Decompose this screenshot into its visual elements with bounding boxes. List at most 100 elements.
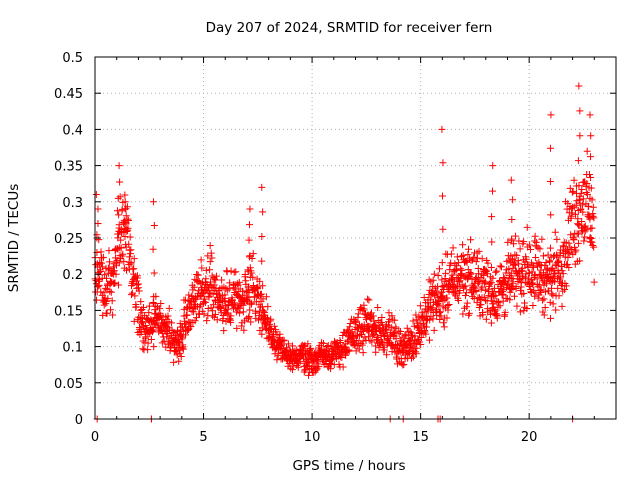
data-point [462, 257, 470, 265]
data-point [472, 287, 480, 295]
data-point [115, 259, 123, 267]
data-point [140, 303, 148, 311]
data-point [142, 333, 150, 341]
data-point [212, 276, 220, 284]
data-point [258, 330, 266, 338]
data-point [150, 343, 158, 351]
data-point [128, 291, 136, 299]
data-point [515, 237, 523, 245]
data-point [122, 219, 130, 227]
data-point [513, 302, 521, 310]
data-point [484, 259, 492, 267]
data-point [438, 125, 446, 133]
data-point [411, 340, 419, 348]
data-point [546, 314, 554, 322]
data-point [193, 271, 201, 279]
data-point [304, 359, 312, 367]
data-point [518, 267, 526, 275]
data-point [97, 288, 105, 296]
data-point [565, 239, 573, 247]
data-point [342, 351, 350, 359]
data-point [437, 312, 445, 320]
data-point [531, 232, 539, 240]
data-point [420, 294, 428, 302]
data-point [565, 263, 573, 271]
data-point [236, 304, 244, 312]
data-point [546, 178, 554, 186]
data-point [539, 308, 547, 316]
y-tick-labels: 0 0.05 0.1 0.15 0.2 0.25 0.3 0.35 0.4 0.45 0.5 [54, 51, 83, 428]
data-point [100, 289, 108, 297]
data-point [259, 282, 267, 290]
data-point [572, 201, 580, 209]
data-point [581, 233, 589, 241]
data-point [360, 305, 368, 313]
data-point [294, 359, 302, 367]
data-point [488, 289, 496, 297]
data-point [267, 315, 275, 323]
data-point [482, 315, 490, 323]
data-point [122, 266, 130, 274]
data-point [496, 262, 504, 270]
data-point [428, 304, 436, 312]
data-point [246, 221, 254, 229]
data-point [422, 323, 430, 331]
data-point [307, 345, 315, 353]
data-point [546, 144, 554, 152]
data-point [248, 299, 256, 307]
data-point [213, 316, 221, 324]
data-point [121, 191, 129, 199]
data-point [109, 263, 117, 271]
data-point [489, 274, 497, 282]
data-point [564, 249, 572, 257]
data-point [456, 287, 464, 295]
data-point [417, 341, 425, 349]
data-point [139, 345, 147, 353]
data-point [132, 303, 140, 311]
data-point [150, 269, 158, 277]
data-point [125, 240, 133, 248]
data-point [468, 293, 476, 301]
data-point [508, 275, 516, 283]
data-point [445, 287, 453, 295]
data-point [538, 296, 546, 304]
data-point [106, 258, 114, 266]
data-point [585, 202, 593, 210]
data-point [523, 304, 531, 312]
data-point [506, 296, 514, 304]
data-point [121, 198, 129, 206]
data-point [520, 289, 528, 297]
data-point [580, 237, 588, 245]
data-point [168, 319, 176, 327]
data-point [426, 316, 434, 324]
data-point [105, 265, 113, 273]
data-point [176, 349, 184, 357]
data-point [586, 171, 594, 179]
data-point [134, 280, 142, 288]
data-point [553, 235, 561, 243]
data-point [94, 205, 102, 213]
data-point [445, 300, 453, 308]
data-point [435, 301, 443, 309]
data-point [587, 235, 595, 243]
data-point [115, 227, 123, 235]
data-point [305, 371, 313, 379]
data-point [176, 319, 184, 327]
data-point [249, 273, 257, 281]
data-point [106, 287, 114, 295]
data-point [355, 345, 363, 353]
data-point [587, 173, 595, 181]
data-point [443, 314, 451, 322]
data-point [384, 337, 392, 345]
data-point [147, 336, 155, 344]
data-point [487, 319, 495, 327]
data-point [483, 270, 491, 278]
data-point [244, 267, 252, 275]
data-point [512, 284, 520, 292]
data-point [444, 306, 452, 314]
data-point [214, 297, 222, 305]
data-point [382, 325, 390, 333]
data-point [439, 292, 447, 300]
data-point [209, 307, 217, 315]
data-point [125, 253, 133, 261]
